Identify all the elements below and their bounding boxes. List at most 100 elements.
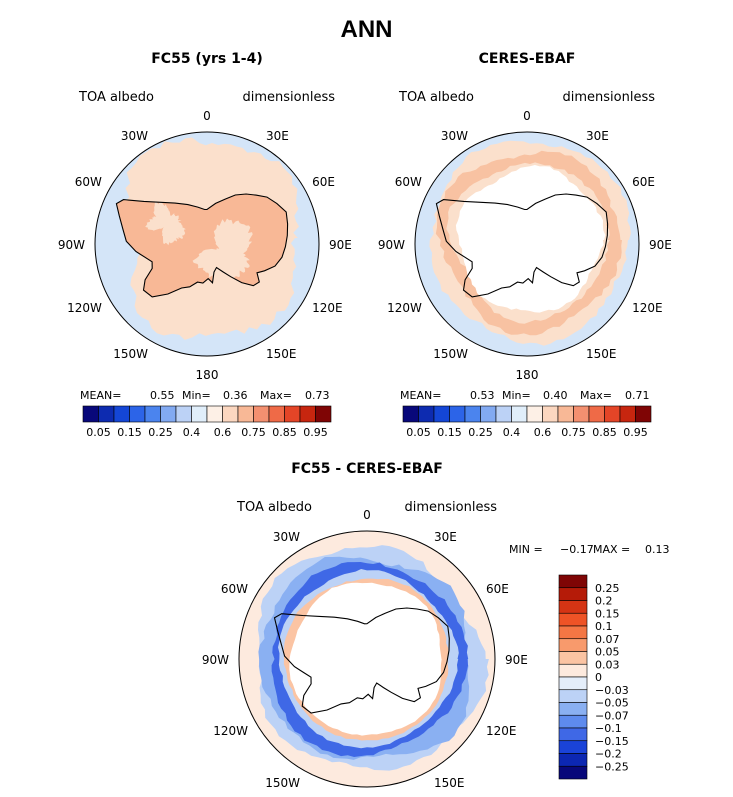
colorbar: 0.250.20.150.10.070.050.030−0.03−0.05−0.… xyxy=(558,574,629,780)
colorbar-tick-label: 0.25 xyxy=(595,582,620,595)
colorbar-tick-label: 0.4 xyxy=(183,426,201,439)
colorbar-tick-label: 0.6 xyxy=(214,426,232,439)
longitude-label: 150W xyxy=(113,347,148,361)
longitude-label: 150E xyxy=(586,347,617,361)
colorbar-tick-label: 0.25 xyxy=(468,426,493,439)
colorbar-swatch xyxy=(588,405,605,423)
stat-max-value: 0.71 xyxy=(625,389,650,402)
stat-min-value: 0.36 xyxy=(223,389,248,402)
colorbar-tick-label: 0.05 xyxy=(86,426,111,439)
colorbar-tick-label: 0 xyxy=(595,671,602,684)
stat-max-label: Max= xyxy=(580,389,612,402)
colorbar-swatch xyxy=(253,405,270,423)
map-field xyxy=(415,132,639,356)
colorbar-swatch xyxy=(558,651,588,665)
longitude-label: 60E xyxy=(632,175,655,189)
colorbar-tick-label: 0.05 xyxy=(406,426,431,439)
colorbar-tick-label: −0.2 xyxy=(595,748,622,761)
colorbar-swatch xyxy=(558,612,588,627)
longitude-label: 30E xyxy=(586,129,609,143)
stat-max-value: 0.13 xyxy=(645,543,670,556)
colorbar-swatch xyxy=(635,405,652,423)
map-border xyxy=(238,530,496,788)
colorbar-tick-label: 0.95 xyxy=(623,426,648,439)
colorbar-swatch xyxy=(480,405,497,423)
colorbar-swatch xyxy=(558,740,588,754)
colorbar-swatch xyxy=(542,405,559,423)
colorbar-swatch xyxy=(299,405,316,423)
longitude-label: 150E xyxy=(266,347,297,361)
longitude-label: 180 xyxy=(516,368,539,382)
colorbar-tick-label: −0.03 xyxy=(595,684,629,697)
longitude-label: 150W xyxy=(265,776,300,790)
figure-title: ANN xyxy=(340,16,393,43)
variable-label: TOA albedo xyxy=(398,90,474,105)
map-border xyxy=(414,131,640,357)
colorbar-swatch xyxy=(557,405,574,423)
colorbar-tick-label: 0.03 xyxy=(595,658,620,671)
longitude-label: 120E xyxy=(486,724,517,738)
colorbar-swatch xyxy=(558,600,588,614)
coastline xyxy=(273,607,450,714)
longitude-label: 90W xyxy=(202,653,229,667)
coastline xyxy=(435,193,609,298)
units-label: dimensionless xyxy=(563,90,656,105)
variable-label: TOA albedo xyxy=(236,500,312,515)
longitude-label: 0 xyxy=(363,508,371,522)
colorbar-swatch xyxy=(315,405,332,423)
colorbar: 0.05 0.15 0.25 0.4 0.6 0.75 0.85 0.95 xyxy=(402,405,652,439)
stat-mean-value: 0.55 xyxy=(150,389,175,402)
colorbar-swatch xyxy=(191,405,208,423)
longitude-label: 90W xyxy=(58,238,85,252)
longitude-label: 60W xyxy=(221,582,248,596)
stat-mean-value: 0.53 xyxy=(470,389,495,402)
longitude-label: 120W xyxy=(213,724,248,738)
map-panel: FC55 (yrs 1-4) TOA albedo dimensionless 0 30… xyxy=(58,51,352,439)
longitude-label: 180 xyxy=(196,368,219,382)
longitude-label: 30W xyxy=(441,129,468,143)
colorbar-tick-label: 0.25 xyxy=(148,426,173,439)
colorbar-swatch xyxy=(558,765,588,780)
colorbar-swatch xyxy=(144,405,161,423)
colorbar-tick-label: 0.05 xyxy=(595,646,620,659)
colorbar-tick-label: 0.15 xyxy=(595,607,620,620)
colorbar: 0.05 0.15 0.25 0.4 0.6 0.75 0.85 0.95 xyxy=(82,405,332,439)
stat-max-value: 0.73 xyxy=(305,389,330,402)
longitude-label: 60E xyxy=(312,175,335,189)
longitude-label: 150E xyxy=(434,776,465,790)
colorbar-tick-label: −0.15 xyxy=(595,735,629,748)
colorbar-swatch xyxy=(82,405,99,423)
colorbar-swatch xyxy=(558,676,588,691)
stat-min-label: Min= xyxy=(502,389,531,402)
colorbar-swatch xyxy=(284,405,301,423)
colorbar-swatch xyxy=(558,689,588,703)
missing-region xyxy=(289,582,442,736)
stat-min-value: 0.40 xyxy=(543,389,568,402)
low-albedo-patch xyxy=(145,201,186,246)
colorbar-swatch xyxy=(558,625,588,640)
map-border xyxy=(94,131,320,357)
longitude-label: 90E xyxy=(505,653,528,667)
colorbar-swatch xyxy=(402,405,419,423)
map-panel: FC55 - CERES-EBAF TOA albedo dimensionless… xyxy=(202,461,670,790)
longitude-label: 120E xyxy=(632,301,663,315)
colorbar-swatch xyxy=(619,405,636,423)
colorbar-tick-label: 0.2 xyxy=(595,595,613,608)
longitude-label: 0 xyxy=(203,109,211,123)
panel-title: CERES-EBAF xyxy=(479,51,576,67)
map-field xyxy=(95,132,319,356)
longitude-label: 60W xyxy=(75,175,102,189)
colorbar-swatch xyxy=(558,587,588,601)
colorbar-tick-label: 0.4 xyxy=(503,426,521,439)
stat-max-label: MAX = xyxy=(593,543,630,556)
longitude-label: 30W xyxy=(121,129,148,143)
colorbar-swatch xyxy=(558,702,588,716)
variable-label: TOA albedo xyxy=(78,90,154,105)
stat-max-label: Max= xyxy=(260,389,292,402)
colorbar-swatch xyxy=(433,405,450,423)
colorbar-tick-label: 0.15 xyxy=(117,426,142,439)
colorbar-swatch xyxy=(573,405,590,423)
longitude-label: 0 xyxy=(523,109,531,123)
colorbar-tick-label: −0.07 xyxy=(595,709,629,722)
